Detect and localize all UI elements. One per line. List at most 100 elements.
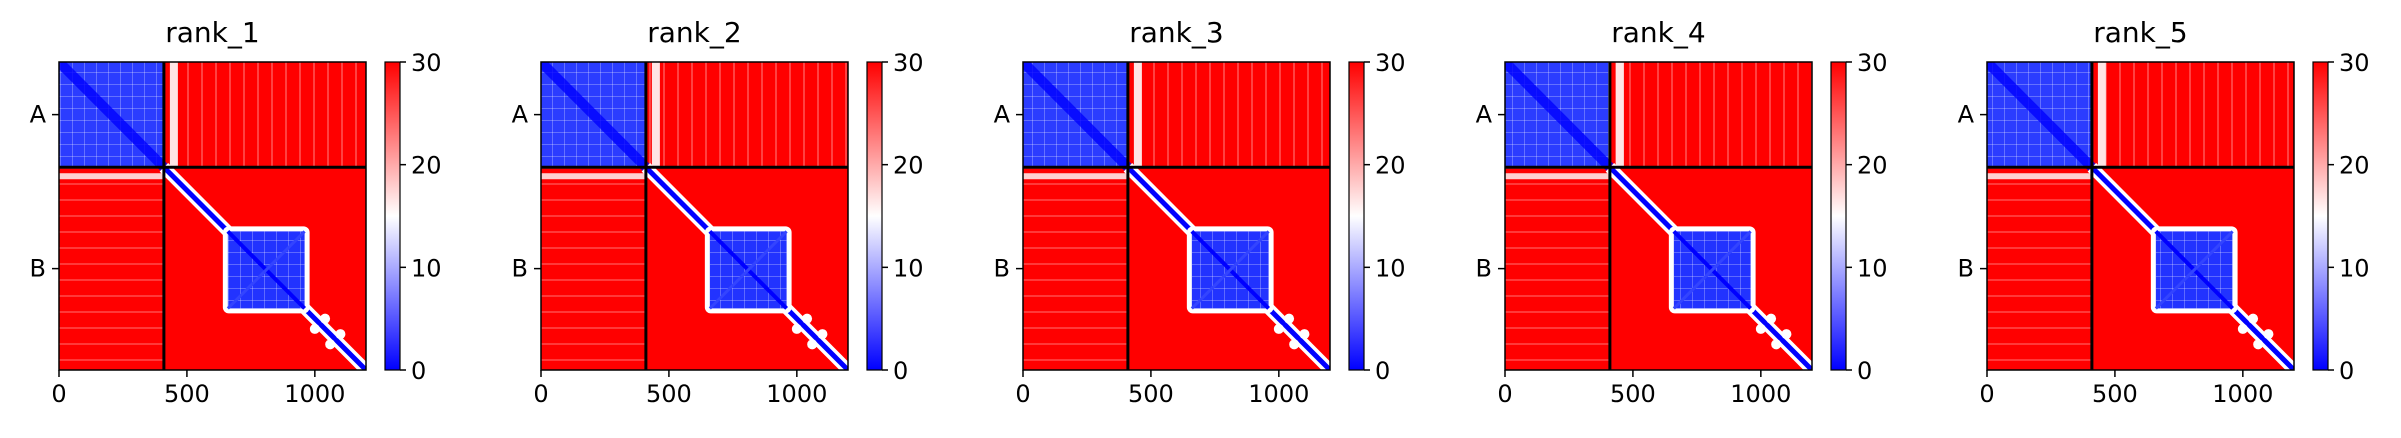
- contact-blob: [325, 339, 336, 350]
- colorbar-tick-label: 20: [2339, 152, 2370, 180]
- contact-blob: [2263, 329, 2274, 340]
- contact-blob: [1284, 313, 1295, 324]
- contact-blob: [1299, 329, 1310, 340]
- chain-label: A: [1958, 101, 1975, 129]
- domain-antidiagonal: [226, 230, 306, 310]
- colorbar-tick-label: 20: [893, 152, 924, 180]
- heatmap-matrix: [1023, 62, 1330, 370]
- plot-frame: [540, 61, 849, 371]
- colorbar-tick-label: 30: [1857, 49, 1888, 77]
- colorbar: [384, 61, 401, 371]
- panel-title: rank_1: [165, 16, 259, 49]
- interchain-band: [1615, 62, 1624, 168]
- panel-title: rank_2: [647, 16, 741, 49]
- plot-frame: [58, 61, 367, 371]
- colorbar-tick-label: 20: [1857, 152, 1888, 180]
- colorbar-tick-label: 0: [893, 357, 908, 385]
- contact-blob: [807, 339, 818, 350]
- chain-a-diagonal: [1505, 62, 1614, 171]
- plot-frame: [1504, 61, 1813, 371]
- heatmap-stripes: [2091, 62, 2294, 168]
- chain-label: B: [512, 255, 528, 283]
- heatmap-panel: rank_2 0 500 1000 A B 0 10 20 30: [512, 16, 924, 408]
- domain-antidiagonal: [2154, 230, 2234, 310]
- colorbar-tick-label: 30: [1375, 49, 1406, 77]
- x-tick-label: 500: [1610, 380, 1656, 408]
- heatmap-stripes: [541, 167, 646, 370]
- colorbar-tick-label: 10: [893, 254, 924, 282]
- heatmap-stripes: [1505, 167, 1610, 370]
- colorbar-tick-label: 0: [1375, 357, 1390, 385]
- chain-a-diagonal: [541, 62, 650, 171]
- colorbar-tick-label: 10: [1857, 254, 1888, 282]
- contact-blob: [1771, 339, 1782, 350]
- x-tick-label: 500: [646, 380, 692, 408]
- colorbar-tick-label: 30: [2339, 49, 2370, 77]
- colorbar-tick-label: 10: [1375, 254, 1406, 282]
- plot-frame: [1986, 61, 2295, 371]
- colorbar-tick-label: 10: [2339, 254, 2370, 282]
- domain-antidiagonal: [1190, 230, 1270, 310]
- x-tick-label: 1000: [2212, 380, 2273, 408]
- panel-title: rank_3: [1129, 16, 1223, 49]
- x-tick-label: 1000: [766, 380, 827, 408]
- colorbar-tick-label: 0: [411, 357, 426, 385]
- colorbar-tick-label: 30: [411, 49, 442, 77]
- heatmap-stripes: [1023, 167, 1128, 370]
- chain-a-diagonal: [59, 62, 168, 171]
- x-tick-label: 0: [51, 380, 66, 408]
- x-tick-label: 500: [164, 380, 210, 408]
- contact-blob: [2253, 339, 2264, 350]
- interchain-band: [1987, 173, 2092, 180]
- interchain-band: [59, 173, 164, 180]
- colorbar-tick-label: 0: [1857, 357, 1872, 385]
- colorbar: [1348, 61, 1365, 371]
- x-tick-label: 0: [1979, 380, 1994, 408]
- plot-frame: [1022, 61, 1331, 371]
- heatmap-matrix: [1987, 62, 2294, 370]
- x-tick-label: 1000: [1248, 380, 1309, 408]
- colorbar-tick-label: 30: [893, 49, 924, 77]
- colorbar-tick-label: 0: [2339, 357, 2354, 385]
- panel-title: rank_4: [1611, 16, 1705, 49]
- chain-label: B: [1958, 255, 1974, 283]
- interchain-band: [169, 62, 178, 168]
- colorbar-tick-label: 20: [411, 152, 442, 180]
- heatmap-stripes: [59, 167, 164, 370]
- chain-label: A: [512, 101, 529, 129]
- heatmap-stripes: [1609, 62, 1812, 168]
- chain-label: A: [1476, 101, 1493, 129]
- x-tick-label: 500: [2092, 380, 2138, 408]
- chain-a-diagonal: [1987, 62, 2096, 171]
- x-tick-label: 1000: [1730, 380, 1791, 408]
- heatmap-panel: rank_4 0 500 1000 A B 0 10 20 30: [1476, 16, 1888, 408]
- chain-label: A: [994, 101, 1011, 129]
- contact-blob: [1766, 313, 1777, 324]
- x-tick-label: 1000: [284, 380, 345, 408]
- heatmap-panel: rank_5 0 500 1000 A B 0 10 20 30: [1958, 16, 2370, 408]
- heatmap-panel: rank_1 0 500 1000 A B 0 10 20 30: [30, 16, 442, 408]
- x-tick-label: 0: [1015, 380, 1030, 408]
- chain-label: B: [994, 255, 1010, 283]
- contact-blob: [1273, 323, 1284, 334]
- interchain-band: [1505, 173, 1610, 180]
- contact-blob: [817, 329, 828, 340]
- contact-blob: [1781, 329, 1792, 340]
- x-tick-label: 0: [533, 380, 548, 408]
- domain-antidiagonal: [708, 230, 788, 310]
- heatmap-panel: rank_3 0 500 1000 A B 0 10 20 30: [994, 16, 1406, 408]
- colorbar: [1830, 61, 1847, 371]
- chain-a-diagonal: [1023, 62, 1132, 171]
- x-tick-label: 0: [1497, 380, 1512, 408]
- interchain-band: [1023, 173, 1128, 180]
- x-tick-label: 500: [1128, 380, 1174, 408]
- contact-blob: [335, 329, 346, 340]
- interchain-band: [2097, 62, 2106, 168]
- heatmap-matrix: [541, 62, 848, 370]
- contact-blob: [1289, 339, 1300, 350]
- heatmap-stripes: [645, 62, 848, 168]
- contact-blob: [1755, 323, 1766, 334]
- interchain-band: [651, 62, 660, 168]
- contact-blob: [309, 323, 320, 334]
